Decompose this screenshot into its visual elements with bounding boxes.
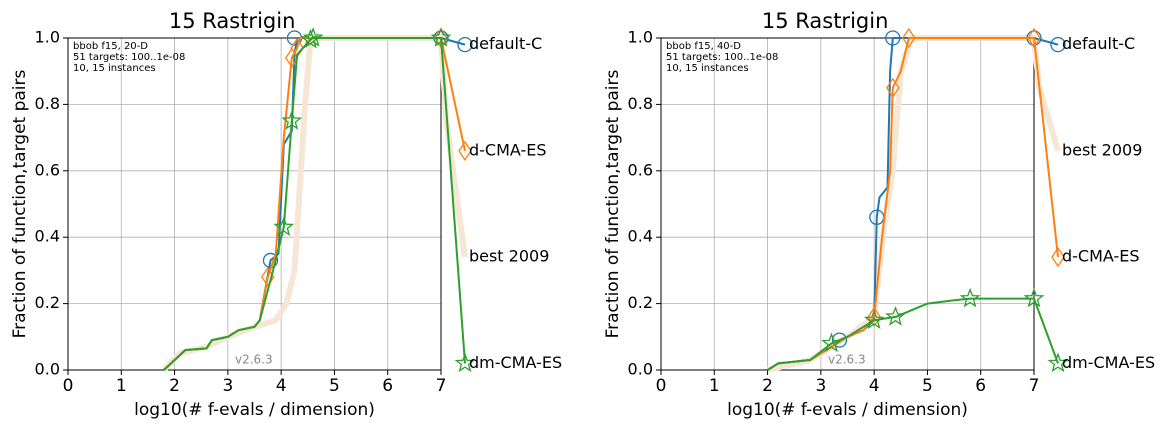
annotation: 51 targets: 100..1e-08 [73,52,185,63]
marker [1051,246,1065,268]
x-axis-label: log10(# f-evals / dimension) [727,400,968,420]
y-tick-label: 0.2 [35,293,60,312]
marker [831,332,848,348]
x-tick-label: 5 [922,376,933,396]
x-tick-label: 0 [63,376,74,396]
x-tick-label: 3 [222,376,233,396]
x-tick-label: 5 [329,376,340,396]
y-tick-label: 0.8 [35,94,60,113]
x-tick-label: 0 [656,376,667,396]
marker [273,216,295,237]
marker [430,27,452,47]
subplot: 0 1 2 3 4 5 6 7 0.0 0.2 0.4 0.6 0.8 1.0 15 Rastrigin lo… [603,9,1155,420]
marker [457,36,473,53]
annotation: 10, 15 instances [666,63,749,74]
plot-frame [660,37,1035,371]
y-tick-label: 0.4 [628,227,653,246]
y-tick-label: 1.0 [35,28,60,47]
series-line [766,35,1061,373]
marker [886,77,900,98]
y-tick-label: 0.8 [628,94,653,113]
x-tick-label: 2 [762,376,773,396]
legend-label: default-C [1062,34,1135,53]
y-axis-label: Fraction of function,target pairs [603,69,623,338]
marker [302,27,324,47]
series-line [163,37,466,371]
legend-label: default-C [469,34,542,53]
marker [1027,27,1041,49]
y-tick-label: 0.2 [628,293,653,312]
y-tick-label: 0.0 [35,360,60,379]
series-line [163,37,466,371]
legend-label: dm-CMA-ES [1062,353,1155,372]
marker [458,140,472,162]
marker [454,352,476,373]
x-tick-label: 2 [169,376,180,396]
y-axis-label: Fraction of function,target pairs [10,69,30,338]
legend-label: d-CMA-ES [469,140,547,159]
legend-label: best 2009 [1062,140,1142,159]
chart-title: 15 Rastrigin [169,9,296,33]
x-axis-label: log10(# f-evals / dimension) [134,400,375,420]
y-tick-label: 0.6 [35,160,60,179]
series-line [161,35,468,373]
subplot: 0 1 2 3 4 5 6 7 0.0 0.2 0.4 0.6 0.8 1.0 15 Rastrigin lo… [10,9,562,420]
marker [901,27,916,49]
marker [1050,36,1066,53]
legend-label: dm-CMA-ES [469,353,562,372]
marker [959,287,981,308]
marker [1047,352,1069,373]
x-tick-label: 4 [276,376,287,396]
version-label: v2.6.3 [828,353,866,367]
y-tick-label: 1.0 [628,28,653,47]
x-tick-label: 6 [975,376,986,396]
series-line [767,37,1059,371]
series-line [767,37,1059,371]
annotation: bbob f15, 40-D [666,41,741,52]
x-tick-label: 7 [1029,376,1040,396]
x-tick-label: 3 [815,376,826,396]
marker [885,306,906,326]
y-tick-label: 0.4 [35,227,60,246]
chart-title: 15 Rastrigin [762,9,889,33]
annotation: 10, 15 instances [73,63,156,74]
plot-frame [67,37,442,371]
legend-label: d-CMA-ES [1062,247,1140,266]
y-tick-label: 0.0 [628,360,653,379]
x-tick-label: 7 [436,376,447,396]
x-tick-label: 4 [869,376,880,396]
y-tick-label: 0.6 [628,160,653,179]
series-line [767,297,1059,371]
marker [1023,287,1045,308]
marker [821,332,842,353]
marker [867,306,881,328]
x-tick-label: 6 [382,376,393,396]
marker [863,309,885,330]
x-tick-label: 1 [709,376,720,396]
legend-label: best 2009 [469,247,549,266]
annotation: 51 targets: 100..1e-08 [666,52,778,63]
series-line [163,37,466,371]
marker [281,110,303,130]
marker [885,30,901,46]
x-tick-label: 1 [116,376,127,396]
version-label: v2.6.3 [235,353,273,367]
annotation: bbob f15, 20-D [73,41,148,52]
